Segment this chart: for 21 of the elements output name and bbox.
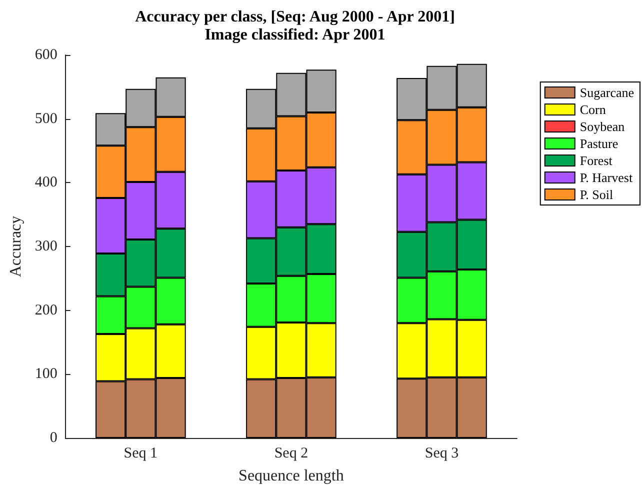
legend-label: Sugarcane	[580, 85, 634, 100]
y-tick-label: 300	[34, 238, 58, 254]
x-tick-label: Seq 2	[274, 446, 308, 462]
y-tick-label: 600	[34, 47, 58, 63]
y-tick-label: 0	[50, 430, 58, 446]
x-axis-title: Sequence length	[238, 468, 344, 484]
y-tick-label: 400	[34, 174, 58, 191]
y-tick-label: 500	[34, 110, 58, 127]
legend-label: Pasture	[580, 136, 618, 151]
legend-label: P. Harvest	[580, 170, 633, 185]
chart-subtitle: Image classified: Apr 2001	[204, 26, 386, 44]
chart-title: Accuracy per class, [Seq: Aug 2000 - Apr 2001]	[135, 8, 455, 26]
x-tick-label: Seq 3	[424, 446, 459, 462]
y-axis-title: Accuracy	[8, 216, 24, 278]
legend-label: Forest	[580, 153, 613, 168]
y-tick-label: 200	[34, 302, 58, 318]
legend-label: Soybean	[580, 119, 626, 134]
legend-label: P. Soil	[580, 187, 614, 202]
legend-label: Corn	[580, 102, 606, 117]
x-tick-label: Seq 1	[124, 446, 158, 462]
y-tick-label: 100	[34, 366, 58, 382]
